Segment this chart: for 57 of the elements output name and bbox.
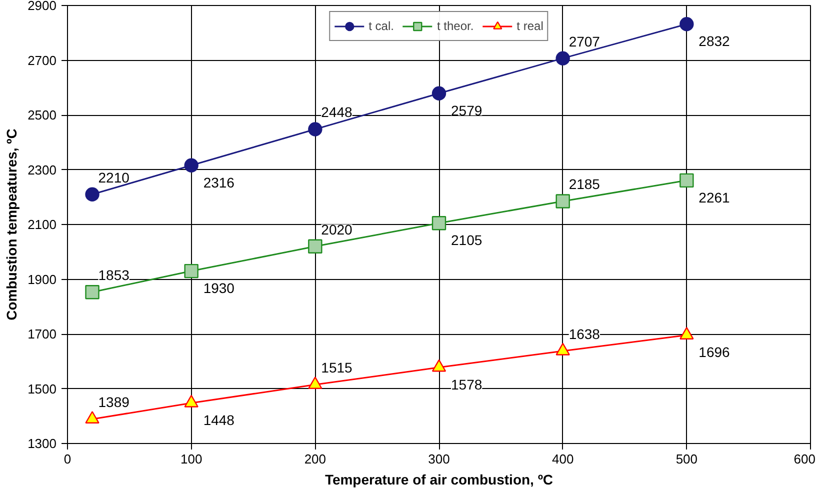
x-tick-label: 400 <box>552 452 574 466</box>
data-label: 1638 <box>568 326 600 342</box>
y-tick-label: 2300 <box>28 162 56 178</box>
y-tick-label: 1900 <box>28 272 56 287</box>
point <box>85 187 100 202</box>
point <box>308 376 322 389</box>
data-label: 2210 <box>98 169 130 186</box>
y-tick-label: 2900 <box>28 0 56 13</box>
point <box>680 17 694 32</box>
legend-label: t theor. <box>436 19 474 33</box>
x-tick-label: 600 <box>794 452 816 466</box>
point <box>432 216 446 230</box>
x-tick-label: 0 <box>64 452 72 466</box>
point <box>680 326 694 340</box>
y-tick-label: 1300 <box>28 436 56 451</box>
data-label: 2261 <box>698 189 730 206</box>
data-label: 1853 <box>98 267 130 284</box>
y-tick-label: 2700 <box>28 52 56 68</box>
x-tick-label: 200 <box>304 452 326 466</box>
data-label: 2832 <box>698 33 730 50</box>
point <box>85 411 100 424</box>
data-label: 1515 <box>321 360 353 376</box>
point <box>556 342 570 356</box>
y-tick-label: 1700 <box>28 326 56 342</box>
point <box>556 51 570 66</box>
x-tick-label: 300 <box>428 452 450 466</box>
point <box>85 285 100 300</box>
y-axis-title: Combustion tempeatures, ºC <box>4 128 20 320</box>
data-label: 1389 <box>98 394 130 410</box>
point <box>432 86 446 100</box>
legend-label: t cal. <box>368 19 394 33</box>
point <box>184 394 198 408</box>
data-label: 1578 <box>451 376 482 392</box>
data-label: 1448 <box>203 412 235 428</box>
data-label: 2020 <box>321 221 353 238</box>
data-label: 2579 <box>451 102 482 118</box>
x-tick-label: 500 <box>676 452 698 466</box>
point <box>308 239 322 254</box>
y-tick-label: 1500 <box>28 381 56 396</box>
x-tick-label: 100 <box>180 452 202 466</box>
point <box>308 122 322 136</box>
point <box>184 264 198 278</box>
point <box>184 158 198 172</box>
data-label: 2707 <box>568 33 600 50</box>
data-label: 1696 <box>698 344 730 360</box>
data-label: 1930 <box>203 280 235 296</box>
data-label: 2185 <box>568 176 600 192</box>
point <box>680 173 694 188</box>
data-label: 2448 <box>321 104 353 120</box>
x-axis-title: Temperature of air combustion, ºC <box>324 472 554 488</box>
y-tick-label: 2100 <box>28 217 56 232</box>
point <box>432 359 446 372</box>
data-label: 2105 <box>451 232 482 248</box>
y-tick-label: 2500 <box>28 108 56 122</box>
legend-label: t real <box>516 19 544 33</box>
data-label: 2316 <box>203 174 235 190</box>
point <box>556 194 570 208</box>
